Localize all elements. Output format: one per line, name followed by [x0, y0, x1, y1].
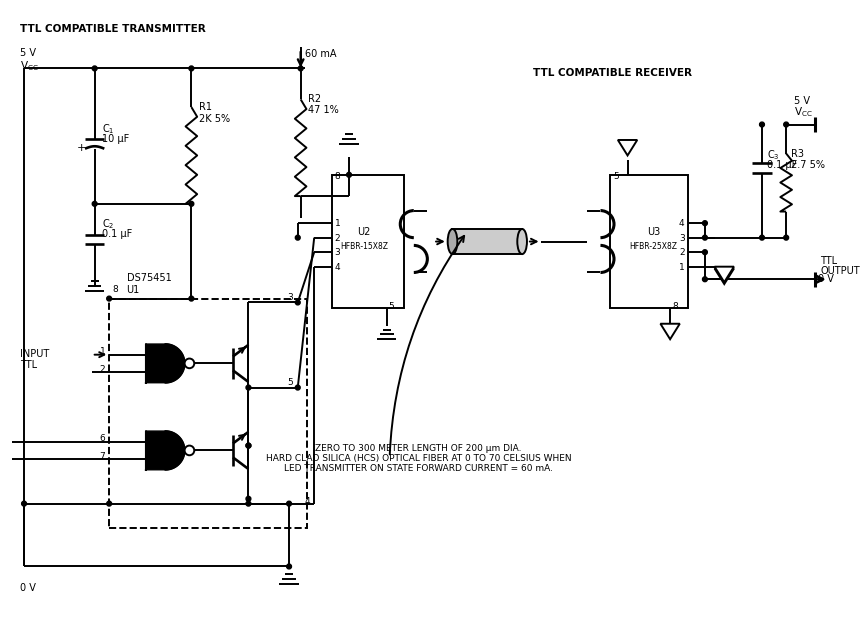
Circle shape [246, 496, 251, 501]
Polygon shape [610, 175, 688, 308]
Text: 3: 3 [679, 234, 684, 243]
Text: 0.1 µF: 0.1 µF [767, 161, 797, 170]
Text: 3: 3 [287, 293, 293, 302]
Circle shape [185, 446, 194, 455]
Text: C$_1$: C$_1$ [103, 123, 115, 137]
Text: 1: 1 [334, 219, 340, 228]
Circle shape [92, 202, 97, 206]
Polygon shape [146, 344, 185, 383]
Text: 8: 8 [672, 302, 678, 311]
Circle shape [107, 501, 111, 506]
Text: HFBR-15X8Z: HFBR-15X8Z [340, 242, 388, 251]
Text: ZERO TO 300 METER LENGTH OF 200 μm DIA.
HARD CLAD SILICA (HCS) OPTICAL FIBER AT : ZERO TO 300 METER LENGTH OF 200 μm DIA. … [266, 444, 571, 473]
Circle shape [22, 501, 27, 506]
Text: V$_{\rm CC}$: V$_{\rm CC}$ [20, 59, 39, 73]
Text: C$_2$: C$_2$ [103, 217, 115, 231]
Text: 1: 1 [679, 263, 684, 272]
Circle shape [287, 564, 291, 569]
Circle shape [189, 202, 194, 206]
Circle shape [702, 277, 708, 282]
Circle shape [784, 235, 789, 240]
Text: U2: U2 [358, 227, 371, 237]
Text: C$_3$: C$_3$ [767, 149, 779, 162]
Circle shape [759, 235, 765, 240]
Ellipse shape [448, 229, 457, 254]
Text: TTL COMPATIBLE TRANSMITTER: TTL COMPATIBLE TRANSMITTER [20, 24, 206, 34]
Text: 60 mA: 60 mA [306, 49, 337, 59]
Circle shape [189, 66, 194, 71]
Circle shape [702, 235, 708, 240]
Text: 3: 3 [334, 248, 340, 257]
Text: +: + [77, 143, 86, 153]
Text: 5: 5 [613, 172, 619, 181]
Polygon shape [453, 229, 522, 254]
Circle shape [246, 501, 251, 506]
Ellipse shape [518, 229, 527, 254]
Text: 6: 6 [99, 434, 105, 443]
Circle shape [702, 250, 708, 255]
Text: 0.1 µF: 0.1 µF [103, 229, 133, 239]
Polygon shape [618, 140, 638, 155]
Text: HFBR-25X8Z: HFBR-25X8Z [630, 242, 677, 251]
Circle shape [287, 501, 291, 506]
Text: 10 µF: 10 µF [103, 134, 130, 144]
Text: V$_{\rm CC}$: V$_{\rm CC}$ [794, 105, 813, 119]
Text: R3: R3 [791, 149, 804, 159]
Text: INPUT: INPUT [20, 349, 49, 359]
Polygon shape [715, 269, 734, 284]
Text: 2: 2 [99, 365, 105, 374]
Circle shape [189, 296, 194, 301]
Text: DS75451: DS75451 [126, 274, 171, 283]
Text: U1: U1 [126, 285, 140, 295]
Circle shape [185, 358, 194, 368]
Text: 2: 2 [334, 234, 340, 243]
Circle shape [107, 296, 111, 301]
Text: 0 V: 0 V [20, 583, 36, 593]
Text: 4: 4 [305, 497, 310, 506]
Text: 5: 5 [389, 302, 395, 311]
Text: U3: U3 [647, 227, 660, 237]
Text: 5: 5 [287, 378, 293, 387]
Circle shape [246, 443, 251, 448]
Text: 8: 8 [334, 172, 340, 181]
Text: 8: 8 [112, 285, 118, 294]
Circle shape [295, 235, 300, 240]
Circle shape [92, 66, 97, 71]
Text: R2: R2 [308, 94, 321, 104]
Circle shape [246, 385, 251, 390]
Polygon shape [660, 324, 680, 339]
Text: TTL COMPATIBLE RECEIVER: TTL COMPATIBLE RECEIVER [533, 68, 692, 78]
Text: R1: R1 [199, 102, 212, 112]
Text: 2: 2 [679, 248, 684, 257]
Text: 4: 4 [334, 263, 340, 272]
Text: 7: 7 [99, 452, 105, 461]
Circle shape [298, 66, 303, 71]
Text: 5 V: 5 V [794, 96, 810, 106]
Polygon shape [715, 267, 734, 282]
Text: 5 V: 5 V [20, 48, 36, 58]
Circle shape [295, 385, 300, 390]
Text: OUTPUT: OUTPUT [820, 267, 860, 276]
Circle shape [784, 122, 789, 127]
Circle shape [346, 173, 352, 177]
Text: TTL: TTL [820, 256, 837, 266]
Text: 4: 4 [679, 219, 684, 228]
Text: 1: 1 [99, 348, 105, 356]
Text: 47 1%: 47 1% [308, 105, 340, 115]
Polygon shape [146, 431, 185, 470]
Polygon shape [332, 175, 404, 308]
Circle shape [759, 122, 765, 127]
Text: TTL: TTL [20, 360, 37, 370]
Text: 2.7 5%: 2.7 5% [791, 161, 825, 170]
Circle shape [246, 443, 251, 448]
Text: 2K 5%: 2K 5% [199, 114, 230, 124]
Circle shape [295, 300, 300, 305]
Text: 0 V: 0 V [818, 274, 834, 284]
Circle shape [702, 221, 708, 226]
